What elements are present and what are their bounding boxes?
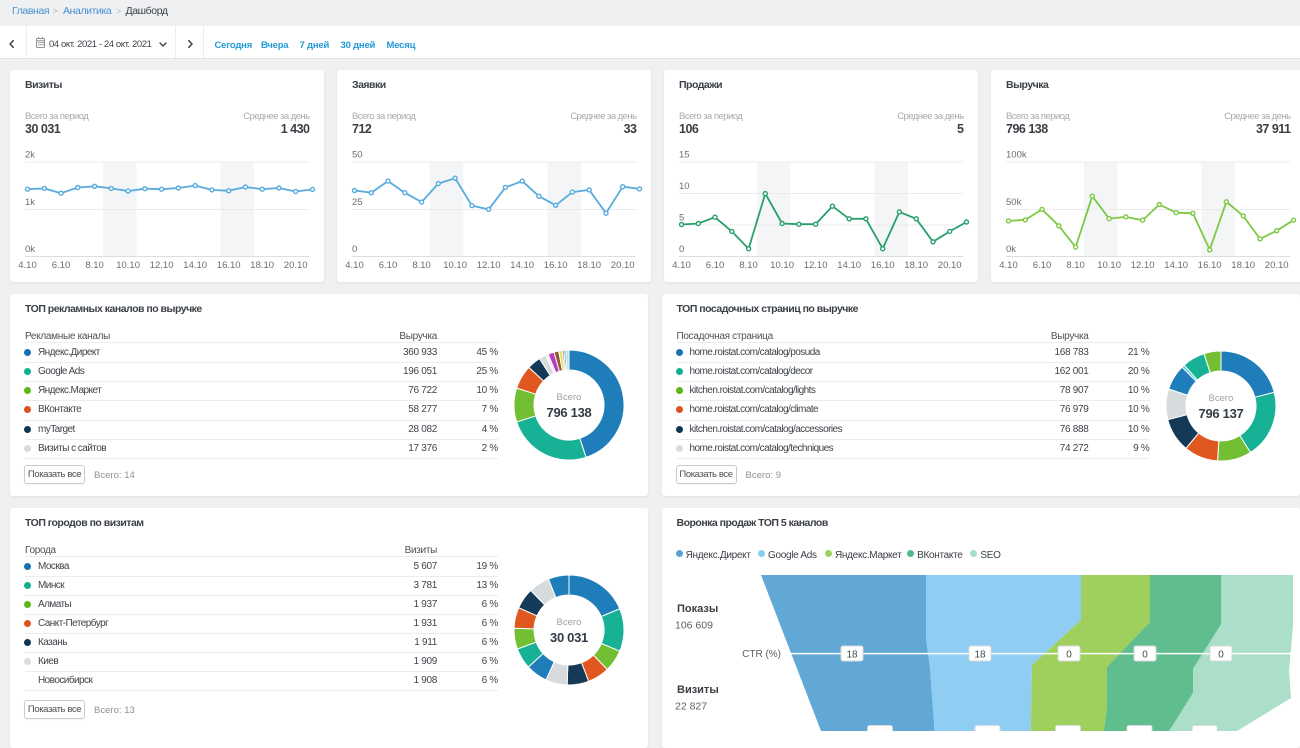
svg-text:8.10: 8.10 — [739, 260, 758, 271]
svg-text:8.10: 8.10 — [85, 260, 104, 271]
svg-text:796 138: 796 138 — [547, 405, 592, 420]
svg-text:12.10: 12.10 — [1131, 260, 1155, 271]
svg-text:10.10: 10.10 — [1097, 260, 1121, 271]
svg-text:0: 0 — [1218, 650, 1224, 661]
svg-text:6.10: 6.10 — [1033, 260, 1052, 271]
svg-text:0k: 0k — [25, 244, 35, 255]
svg-text:0: 0 — [352, 244, 357, 255]
svg-text:16.10: 16.10 — [217, 260, 241, 271]
svg-text:22 827: 22 827 — [675, 701, 707, 713]
svg-text:100k: 100k — [1006, 150, 1027, 161]
svg-text:8.10: 8.10 — [412, 260, 431, 271]
svg-text:14.10: 14.10 — [510, 260, 534, 271]
svg-text:Всего: Всего — [557, 617, 582, 628]
svg-text:30 031: 30 031 — [550, 630, 588, 645]
svg-text:4.10: 4.10 — [18, 260, 37, 271]
svg-text:18.10: 18.10 — [250, 260, 274, 271]
svg-text:0: 0 — [1142, 650, 1148, 661]
svg-text:106 609: 106 609 — [675, 620, 713, 632]
svg-text:Всего: Всего — [1208, 393, 1233, 404]
svg-text:20.10: 20.10 — [611, 260, 635, 271]
svg-text:15: 15 — [679, 150, 690, 161]
svg-text:6.10: 6.10 — [379, 260, 398, 271]
svg-text:14.10: 14.10 — [183, 260, 207, 271]
svg-text:Всего: Всего — [557, 392, 582, 403]
svg-text:18: 18 — [974, 650, 986, 661]
svg-text:16.10: 16.10 — [871, 260, 895, 271]
svg-text:0k: 0k — [1006, 244, 1016, 255]
svg-text:18.10: 18.10 — [1231, 260, 1255, 271]
svg-text:1k: 1k — [25, 197, 35, 208]
svg-text:2k: 2k — [25, 150, 35, 161]
svg-text:Визиты: Визиты — [677, 684, 719, 696]
svg-text:18.10: 18.10 — [904, 260, 928, 271]
svg-text:12.10: 12.10 — [150, 260, 174, 271]
svg-text:Показы: Показы — [677, 603, 718, 615]
svg-text:16.10: 16.10 — [1198, 260, 1222, 271]
svg-text:18: 18 — [846, 650, 858, 661]
svg-text:10.10: 10.10 — [116, 260, 140, 271]
svg-text:4.10: 4.10 — [345, 260, 364, 271]
svg-text:14.10: 14.10 — [837, 260, 861, 271]
svg-text:50: 50 — [352, 150, 363, 161]
svg-text:25: 25 — [352, 197, 363, 208]
svg-text:8.10: 8.10 — [1066, 260, 1085, 271]
svg-text:20.10: 20.10 — [1265, 260, 1289, 271]
svg-text:796 137: 796 137 — [1198, 406, 1243, 421]
svg-text:4.10: 4.10 — [672, 260, 691, 271]
svg-text:5: 5 — [679, 213, 684, 224]
svg-text:12.10: 12.10 — [477, 260, 501, 271]
svg-text:10: 10 — [679, 181, 690, 192]
svg-text:10.10: 10.10 — [443, 260, 467, 271]
svg-text:12.10: 12.10 — [804, 260, 828, 271]
svg-text:18.10: 18.10 — [577, 260, 601, 271]
svg-text:CTR (%): CTR (%) — [742, 649, 781, 660]
svg-text:4.10: 4.10 — [999, 260, 1018, 271]
svg-text:20.10: 20.10 — [284, 260, 308, 271]
svg-text:0: 0 — [1066, 650, 1072, 661]
svg-text:6.10: 6.10 — [706, 260, 725, 271]
svg-text:20.10: 20.10 — [938, 260, 962, 271]
svg-text:0: 0 — [679, 244, 684, 255]
svg-text:50k: 50k — [1006, 197, 1022, 208]
svg-text:16.10: 16.10 — [544, 260, 568, 271]
svg-text:6.10: 6.10 — [52, 260, 71, 271]
svg-text:14.10: 14.10 — [1164, 260, 1188, 271]
svg-text:10.10: 10.10 — [770, 260, 794, 271]
